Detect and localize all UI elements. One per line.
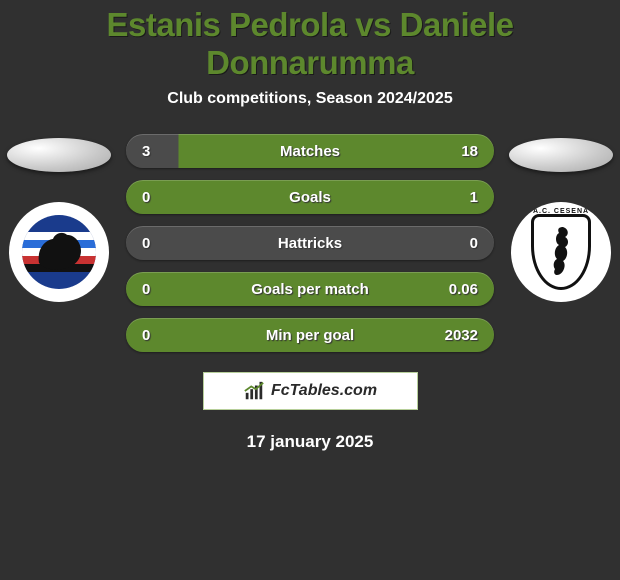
stat-label: Hattricks: [126, 235, 494, 252]
cesena-shield-icon: [531, 214, 591, 290]
subtitle: Club competitions, Season 2024/2025: [0, 90, 620, 108]
stat-bar: 0Goals1: [126, 180, 494, 214]
sailor-silhouette-icon: [33, 229, 85, 271]
stat-label: Min per goal: [126, 327, 494, 344]
stat-bar: 0Hattricks0: [126, 226, 494, 260]
left-club-crest: [9, 202, 109, 302]
content-row: 3Matches180Goals10Hattricks00Goals per m…: [0, 138, 620, 352]
date-label: 17 january 2025: [0, 432, 620, 452]
sampdoria-shield-icon: [22, 215, 96, 289]
stat-label: Matches: [126, 143, 494, 160]
left-player-column: [4, 138, 114, 302]
left-player-photo: [7, 138, 111, 172]
right-club-crest: A.C. CESENA: [511, 202, 611, 302]
stat-bar: 3Matches18: [126, 134, 494, 168]
stat-bar: 0Goals per match0.06: [126, 272, 494, 306]
fctables-badge[interactable]: FcTables.com: [203, 372, 418, 410]
badge-text: FcTables.com: [271, 382, 377, 400]
seahorse-icon: [549, 225, 573, 279]
page-title: Estanis Pedrola vs Daniele Donnarumma: [0, 6, 620, 82]
comparison-card: Estanis Pedrola vs Daniele Donnarumma Cl…: [0, 0, 620, 580]
stat-label: Goals: [126, 189, 494, 206]
stat-label: Goals per match: [126, 281, 494, 298]
right-player-photo: [509, 138, 613, 172]
badge-wrap: FcTables.com: [0, 372, 620, 410]
bar-chart-icon: [243, 380, 265, 402]
stat-bar: 0Min per goal2032: [126, 318, 494, 352]
stat-bars: 3Matches18 0Goals1 0Hattricks0 0Goals per m…: [126, 134, 494, 352]
right-player-column: A.C. CESENA: [506, 138, 616, 302]
